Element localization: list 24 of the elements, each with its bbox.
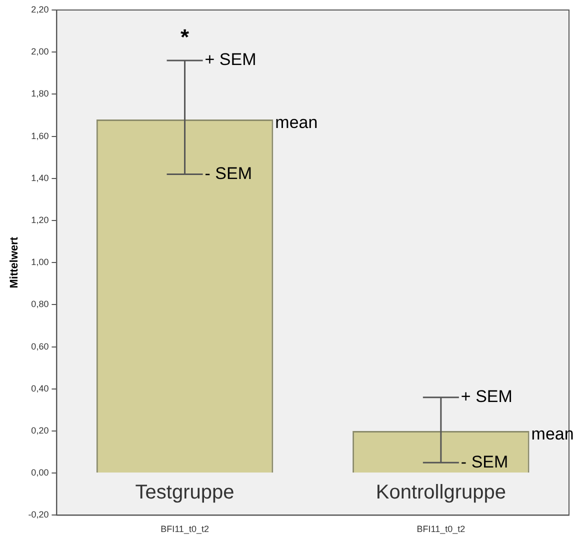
annotation: Kontrollgruppe [376, 482, 506, 504]
y-tick-label: 1,00 [31, 257, 49, 268]
y-tick-label: 1,80 [31, 88, 49, 99]
y-tick-label: 2,20 [31, 4, 49, 14]
annotation: + SEM [460, 387, 512, 406]
y-tick-label: 1,60 [31, 130, 49, 141]
y-tick-label: 0,40 [31, 383, 49, 394]
annotation: - SEM [204, 164, 252, 183]
y-tick-label: -0,20 [28, 510, 49, 520]
annotation: Testgruppe [135, 482, 234, 504]
annotation: + SEM [204, 50, 256, 70]
annotation: * [180, 24, 190, 50]
y-tick-label: 1,20 [31, 214, 49, 225]
y-tick-label: 0,00 [31, 468, 49, 478]
x-tick-label: BFI11_t0_t2 [416, 524, 466, 534]
y-tick-label: 0,20 [31, 425, 49, 436]
y-tick-label: 0,80 [31, 299, 49, 310]
y-tick-label: 2,00 [31, 46, 49, 57]
x-tick-label: BFI11_t0_t2 [160, 524, 209, 534]
y-tick-label: 1,40 [31, 172, 49, 183]
annotation: - SEM [460, 452, 508, 472]
y-tick-label: 0,60 [31, 341, 49, 352]
y-axis-title: Mittelwert [8, 236, 21, 288]
annotation: mean [275, 113, 318, 132]
